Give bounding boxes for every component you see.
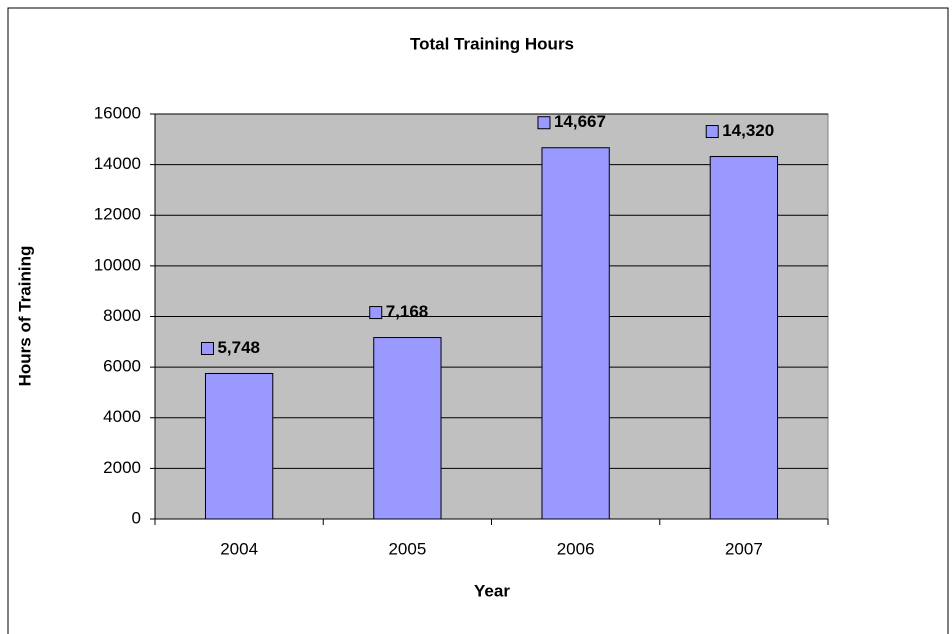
y-tick-label: 14000: [94, 154, 141, 173]
y-tick-label: 4000: [103, 407, 141, 426]
y-axis-label: Hours of Training: [15, 246, 34, 387]
value-label: 5,748: [217, 338, 260, 357]
y-tick-label: 16000: [94, 103, 141, 122]
x-tick-label: 2007: [725, 539, 763, 558]
label-key: [705, 125, 719, 139]
bar: [709, 156, 779, 520]
value-label: 14,320: [722, 121, 774, 140]
label-key: [537, 116, 551, 130]
y-tick-label: 2000: [103, 458, 141, 477]
y-tick-label: 0: [132, 508, 141, 527]
bar: [204, 373, 274, 520]
chart-title: Total Training Hours: [410, 34, 574, 53]
y-tick-label: 6000: [103, 357, 141, 376]
x-tick-label: 2006: [557, 539, 595, 558]
y-tick-label: 10000: [94, 255, 141, 274]
x-tick-label: 2005: [388, 539, 426, 558]
x-tick-label: 2004: [220, 539, 258, 558]
value-label: 7,168: [386, 302, 429, 321]
y-tick-label: 12000: [94, 205, 141, 224]
bar: [373, 337, 442, 520]
label-key: [369, 306, 383, 320]
bar: [541, 147, 610, 520]
label-key: [200, 342, 214, 356]
value-label: 14,667: [554, 112, 606, 131]
x-axis-label: Year: [474, 581, 510, 600]
y-tick-label: 8000: [103, 306, 141, 325]
